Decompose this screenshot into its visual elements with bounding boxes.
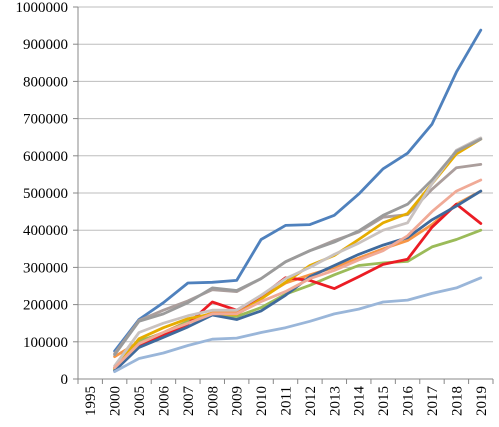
x-tick-label: 2005 bbox=[132, 386, 148, 416]
x-tick-label: 2015 bbox=[376, 386, 392, 416]
series-line-3 bbox=[113, 228, 483, 372]
y-tick-label: 900000 bbox=[23, 37, 68, 53]
x-tick-label: 2011 bbox=[279, 386, 295, 415]
gridlines bbox=[78, 6, 493, 343]
series-line-11 bbox=[113, 137, 483, 357]
x-tick-label: 2016 bbox=[401, 386, 417, 417]
y-tick-label: 500000 bbox=[23, 186, 68, 202]
y-tick-label: 1000000 bbox=[16, 0, 69, 16]
y-tick-label: 200000 bbox=[23, 298, 68, 314]
series-line-1 bbox=[113, 28, 483, 353]
x-tick-label: 1995 bbox=[83, 386, 99, 416]
x-tick-label: 2019 bbox=[474, 386, 490, 416]
y-tick-labels: 0 100000 200000 300000 400000 500000 600000 700… bbox=[16, 0, 78, 388]
series-layer bbox=[113, 28, 483, 373]
series-line-4 bbox=[113, 202, 483, 370]
x-tick-label: 2017 bbox=[425, 386, 441, 417]
x-tick-label: 2012 bbox=[303, 386, 319, 416]
x-tick-label: 2010 bbox=[254, 386, 270, 416]
x-tick-label: 2014 bbox=[352, 386, 368, 417]
y-tick-label: 400000 bbox=[23, 223, 68, 239]
y-tick-label: 300000 bbox=[23, 260, 68, 276]
series-line-8 bbox=[113, 136, 483, 368]
y-tick-label: 100000 bbox=[23, 335, 68, 351]
x-tick-label: 2006 bbox=[156, 386, 172, 417]
y-tick-label: 600000 bbox=[23, 149, 68, 165]
series-line-10 bbox=[113, 276, 483, 373]
x-tick-label: 2000 bbox=[108, 386, 124, 416]
x-tick-label: 2018 bbox=[449, 386, 465, 416]
x-tick-label: 2008 bbox=[205, 386, 221, 416]
x-tick-label: 2007 bbox=[181, 386, 197, 417]
x-tick-label: 2009 bbox=[230, 386, 246, 416]
x-tick-label: 2013 bbox=[327, 386, 343, 416]
series-line-9 bbox=[113, 178, 483, 370]
y-tick-label: 800000 bbox=[23, 74, 68, 90]
x-tick-labels: 1995 2000 2005 2006 2007 2008 2009 2010 2011 2012… bbox=[77, 379, 494, 417]
y-tick-label: 0 bbox=[61, 372, 69, 388]
y-tick-label: 700000 bbox=[23, 112, 68, 128]
